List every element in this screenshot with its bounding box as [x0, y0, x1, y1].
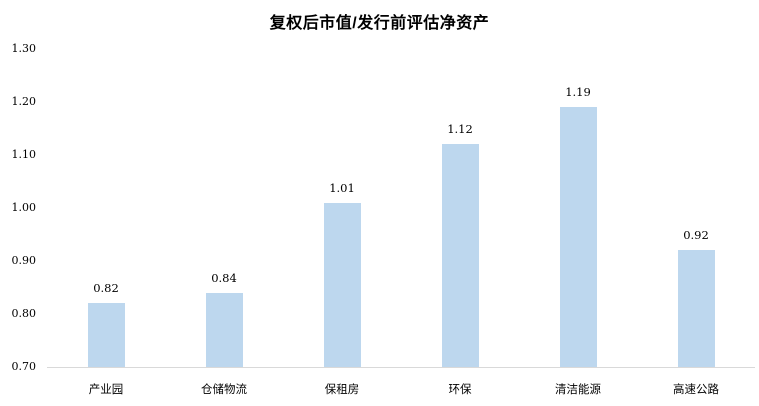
y-tick-label: 0.70 — [11, 360, 37, 373]
x-category-label: 仓储物流 — [201, 384, 247, 396]
x-category-label: 清洁能源 — [555, 384, 601, 396]
bar-value-label: 0.92 — [683, 228, 709, 243]
bar-value-label: 1.12 — [447, 122, 473, 137]
x-axis-line — [47, 367, 755, 368]
bar — [677, 250, 715, 367]
x-category-label: 环保 — [448, 384, 472, 396]
y-tick-label: 0.80 — [11, 307, 37, 320]
y-tick-label: 1.20 — [11, 95, 37, 108]
bar — [441, 144, 479, 367]
x-category-label: 产业园 — [88, 384, 124, 396]
y-tick-label: 1.10 — [11, 148, 37, 161]
bar — [323, 202, 361, 367]
bar — [205, 292, 243, 367]
y-tick-label: 1.00 — [11, 201, 37, 214]
y-tick-label: 0.90 — [11, 254, 37, 267]
bar-value-label: 1.19 — [565, 85, 591, 100]
x-category-label: 保租房 — [324, 384, 360, 396]
bar — [87, 303, 125, 367]
x-category-label: 高速公路 — [673, 384, 719, 396]
bar — [559, 107, 597, 367]
bar-value-label: 1.01 — [329, 180, 355, 195]
bar-value-label: 0.84 — [211, 270, 237, 285]
chart-title: 复权后市值/发行前评估净资产 — [269, 15, 490, 32]
bar-value-label: 0.82 — [93, 281, 119, 296]
y-tick-label: 1.30 — [11, 42, 37, 55]
